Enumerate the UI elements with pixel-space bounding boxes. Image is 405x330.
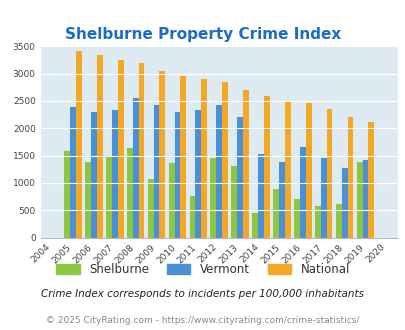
Bar: [263, 96, 269, 238]
Bar: [153, 105, 159, 238]
Legend: Shelburne, Vermont, National: Shelburne, Vermont, National: [51, 258, 354, 281]
Bar: [117, 60, 123, 238]
Bar: [168, 163, 174, 238]
Bar: [91, 112, 96, 238]
Text: Crime Index corresponds to incidents per 100,000 inhabitants: Crime Index corresponds to incidents per…: [41, 289, 364, 299]
Bar: [76, 50, 81, 238]
Bar: [127, 148, 132, 238]
Bar: [210, 158, 216, 238]
Bar: [335, 204, 341, 238]
Bar: [201, 79, 207, 238]
Bar: [356, 162, 362, 238]
Bar: [252, 213, 258, 238]
Bar: [237, 117, 243, 238]
Bar: [222, 82, 228, 238]
Bar: [85, 162, 91, 238]
Bar: [258, 154, 263, 238]
Bar: [195, 110, 201, 238]
Bar: [174, 113, 180, 238]
Bar: [299, 147, 305, 238]
Text: Shelburne Property Crime Index: Shelburne Property Crime Index: [65, 27, 340, 42]
Bar: [231, 166, 237, 238]
Bar: [273, 189, 278, 238]
Bar: [138, 63, 144, 238]
Bar: [180, 76, 186, 238]
Bar: [367, 122, 373, 238]
Bar: [326, 109, 332, 238]
Bar: [159, 71, 165, 238]
Bar: [216, 105, 222, 238]
Bar: [341, 168, 347, 238]
Bar: [96, 55, 102, 238]
Bar: [293, 199, 299, 238]
Bar: [132, 98, 138, 238]
Bar: [147, 179, 153, 238]
Bar: [347, 117, 352, 238]
Bar: [243, 90, 248, 238]
Bar: [305, 103, 311, 238]
Bar: [189, 196, 195, 238]
Bar: [278, 162, 284, 238]
Bar: [64, 151, 70, 238]
Bar: [284, 101, 290, 238]
Bar: [70, 108, 76, 238]
Bar: [106, 157, 111, 238]
Bar: [362, 160, 367, 238]
Text: © 2025 CityRating.com - https://www.cityrating.com/crime-statistics/: © 2025 CityRating.com - https://www.city…: [46, 315, 359, 325]
Bar: [111, 110, 117, 238]
Bar: [320, 158, 326, 238]
Bar: [314, 207, 320, 238]
